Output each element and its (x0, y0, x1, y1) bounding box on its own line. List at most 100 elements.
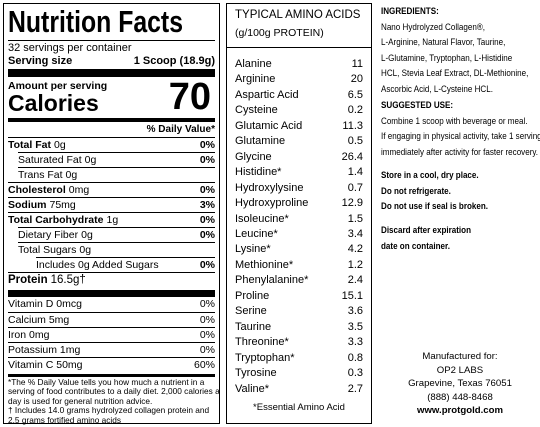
amino-value: 0.3 (347, 367, 363, 380)
info-line: L-Glutamine, Tryptophan, L-Histidine (381, 52, 513, 64)
dv-header: % Daily Value* (146, 124, 215, 135)
amino-name: Glycine (235, 150, 272, 163)
nutrient-dv: 0% (199, 154, 215, 166)
amino-row: Lysine* 4.2 (235, 241, 363, 257)
rule (227, 47, 371, 48)
vitamin-row: Potassium 1mg 0% (8, 342, 215, 358)
nutrient-name: Sodium (8, 199, 47, 211)
amino-value: 6.5 (347, 88, 363, 101)
amino-row: Isoleucine* 1.5 (235, 211, 363, 227)
footnote-line: serving of food contributes to a daily d… (8, 386, 220, 397)
amino-value: 0.5 (347, 135, 363, 148)
nutrient-amount: 0g (53, 139, 66, 151)
vitamin-name: Vitamin C 50mg (8, 359, 83, 371)
info-block: SUGGESTED USE: Combine 1 scoop with bever… (381, 98, 540, 160)
info-line: HCL, Stevia Leaf Extract, DL-Methionine, (381, 68, 529, 79)
nutrient-name: Cholesterol (8, 184, 66, 196)
amino-row: Methionine* 1.2 (235, 257, 363, 273)
amino-value: 0.2 (347, 104, 363, 117)
amino-value: 3.3 (347, 336, 363, 349)
amino-name: Arginine (235, 73, 276, 86)
amino-name: Cysteine (235, 104, 278, 117)
nutrient-amount: 75mg (49, 199, 76, 211)
footnote-line: 2.5 grams fortified amino acids (8, 414, 121, 425)
serving-size-label: Serving size (8, 55, 73, 67)
info-line: INGREDIENTS: (381, 6, 439, 17)
nutrition-panel: Nutrition Facts 32 servings per containe… (3, 3, 220, 425)
amino-name: Methionine* (235, 258, 294, 271)
nutrient-dv: 0% (199, 259, 215, 271)
amino-row: Tryptophan* 0.8 (235, 350, 363, 366)
nutrient-name: Protein (8, 274, 48, 286)
amino-name: Isoleucine* (235, 212, 289, 225)
amino-name: Histidine* (235, 166, 282, 179)
amino-value: 4.2 (347, 243, 363, 256)
vitamin-row: Vitamin C 50mg 60% (8, 357, 215, 373)
nutrient-amount: 16.5g† (50, 274, 86, 286)
nutrient-label: Dietary Fiber 0g (18, 228, 93, 243)
amino-name: Aspartic Acid (235, 88, 299, 101)
info-line: Do not refrigerate. (381, 185, 451, 197)
amino-row: Cysteine 0.2 (235, 102, 363, 118)
nutrient-row: Includes 0g Added Sugars 0% (36, 257, 215, 273)
amino-value: 11 (351, 58, 363, 70)
amino-name: Taurine (235, 320, 272, 333)
amino-value: 0.8 (347, 351, 363, 364)
amino-name: Leucine* (235, 228, 278, 240)
nutrient-amount: 0g (84, 154, 97, 166)
amino-value: 20 (350, 73, 363, 86)
amino-value: 3.5 (347, 320, 363, 333)
nutrient-dv: 0% (199, 184, 215, 196)
amount-label: Amount per serving (8, 80, 108, 92)
nutrient-row: Total Carbohydrate 1g 0% (8, 212, 215, 228)
nutrient-row: Sodium 75mg 3% (8, 197, 215, 213)
vitamin-row: Calcium 5mg 0% (8, 312, 215, 328)
amino-value: 12.9 (341, 197, 363, 210)
amino-row: Histidine* 1.4 (235, 164, 363, 180)
amino-name: Glutamine (235, 135, 286, 148)
amino-name: Threonine* (235, 336, 289, 349)
amino-row: Leucine* 3.4 (235, 226, 363, 242)
vitamin-name: Calcium 5mg (8, 314, 70, 326)
calories: 70 (168, 76, 211, 118)
footnote-line: *The % Daily Value tells you how much a … (8, 377, 205, 387)
info-line: Grapevine, Texas 76051 (408, 378, 512, 390)
nutrient-amount: 1g (106, 214, 119, 226)
footnote: *The % Daily Value tells you how much a … (8, 377, 220, 425)
nutrient-amount: 0mg (68, 184, 90, 196)
medium-rule (8, 118, 215, 122)
nutrient-amount: 0g (65, 169, 78, 181)
amino-row: Valine* 2.7 (235, 381, 363, 397)
thick-rule (8, 69, 215, 77)
amino-row: Phenylalanine* 2.4 (235, 272, 363, 288)
nutrient-name: Dietary Fiber (18, 229, 79, 241)
info-line: If engaging in physical activity, take 1… (381, 131, 540, 142)
info-block: INGREDIENTS: Nano Hydrolyzed Collagen®, L-… (381, 4, 539, 97)
amino-panel: TYPICAL AMINO ACIDS (g/100g PROTEIN) Ala… (226, 3, 372, 424)
info-line: Combine 1 scoop with beverage or meal. (381, 115, 528, 127)
info-line: OP2 LABS (436, 364, 484, 376)
amino-name: Serine (235, 305, 267, 318)
amino-row: Proline 15.1 (235, 288, 363, 304)
amino-name: Phenylalanine* (235, 274, 309, 287)
rule (8, 40, 215, 41)
amino-subtitle: (g/100g PROTEIN) (235, 27, 324, 39)
info-line: Discard after expiration (381, 225, 472, 236)
nutrient-dv: 0% (199, 214, 215, 226)
amino-row: Glutamine 0.5 (235, 133, 363, 149)
info-line: Ascorbic Acid, L-Cysteine HCL. (381, 83, 493, 95)
nutrient-name: Saturated Fat (18, 154, 82, 166)
amino-value: 15.1 (341, 289, 363, 302)
info-line: Manufactured for: (422, 351, 498, 362)
nutrient-label: Trans Fat 0g (18, 168, 77, 183)
amino-row: Aspartic Acid 6.5 (235, 87, 363, 103)
amino-value: 1.5 (347, 212, 363, 225)
nutrient-name: Total Sugars (18, 244, 77, 256)
amino-value: 2.7 (347, 382, 363, 395)
nutrient-dv: 0% (199, 139, 215, 151)
amino-title: TYPICAL AMINO ACIDS (235, 9, 361, 21)
amino-value: 3.4 (347, 228, 363, 240)
vitamin-dv: 0% (199, 329, 215, 341)
nutrient-row: Trans Fat 0g (18, 167, 215, 183)
amino-row: Serine 3.6 (235, 303, 363, 319)
